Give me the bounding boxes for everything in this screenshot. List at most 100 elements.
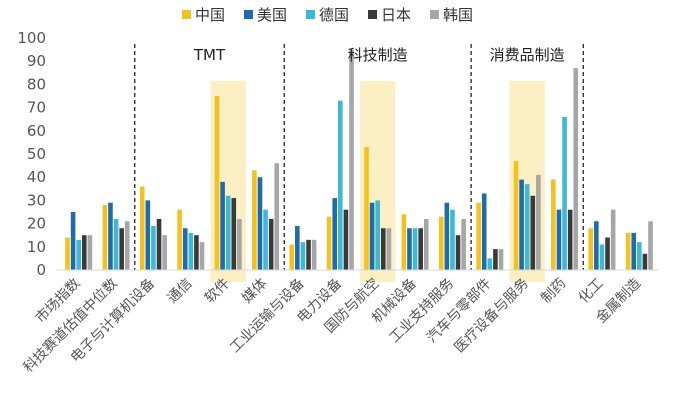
bar [81,235,87,270]
y-tick-label: 80 [27,75,46,93]
bar [476,202,481,270]
bar [412,228,418,270]
bar [145,200,151,270]
bar [177,209,182,270]
bar [194,235,199,270]
bar [76,239,81,270]
legend-label: 韩国 [443,6,473,24]
bar [199,242,205,270]
bar [87,235,93,270]
bar [295,225,300,270]
bar [263,209,268,270]
bar [311,239,317,270]
y-tick-label: 0 [36,261,46,279]
x-tick-label: 通信 [165,276,196,307]
bar [182,228,188,270]
bar [257,177,263,270]
legend-label: 德国 [319,6,349,24]
legend-swatch [244,10,253,19]
bar [648,221,653,270]
bar [364,147,369,270]
bar [214,96,220,270]
y-tick-label: 70 [27,99,46,117]
legend-swatch [430,10,439,19]
bar [493,249,498,270]
bar [289,244,295,270]
bar [252,170,257,270]
legend-label: 美国 [257,6,287,24]
bar [139,186,145,270]
bar [326,216,332,270]
bar [450,209,455,270]
bar [573,68,579,270]
bar [124,221,130,270]
section-labels: TMT 科技制造 消费品制造 [193,46,565,64]
bar [461,218,466,270]
legend-swatch [368,10,377,19]
section-label: 科技制造 [348,46,408,64]
bar [498,249,504,270]
bar [438,216,444,270]
bar [225,195,231,270]
bar [481,193,487,270]
bar [119,228,124,270]
bar [369,202,375,270]
bar [401,214,407,270]
bar [588,228,594,270]
bar [605,237,610,270]
bar [455,235,461,270]
bar [519,179,524,270]
section-dividers [134,44,584,270]
bar [343,209,349,270]
bar [300,242,306,270]
bar [513,160,519,270]
x-tick-label: 化工 [576,276,607,307]
bar [162,235,167,270]
bar [375,200,380,270]
bar [274,163,280,270]
bar [237,218,242,270]
y-tick-label: 100 [17,29,46,47]
bar [231,198,237,270]
bar [487,258,493,270]
bar [113,218,119,270]
bar [562,116,567,270]
y-tick-label: 30 [27,191,46,209]
bars-group [65,49,653,270]
bar [108,202,113,270]
y-tick-label: 40 [27,168,46,186]
section-label: 消费品制造 [490,46,565,64]
bar [423,218,429,270]
bar [332,198,338,270]
bar [567,209,573,270]
bar [642,253,648,270]
legend-swatch [306,10,315,19]
bar [151,225,156,270]
bar [102,205,108,270]
bar [407,228,412,270]
y-tick-label: 10 [27,238,46,256]
legend-label: 中国 [195,6,225,24]
bar [220,181,225,270]
bar [188,232,194,270]
bar [551,179,556,270]
bar [338,100,343,270]
bar [594,221,599,270]
bar [268,218,274,270]
bar [631,232,637,270]
y-tick-label: 90 [27,52,46,70]
y-axis: 0 10 20 30 40 50 60 70 80 90 100 [17,29,658,279]
legend-swatch [182,10,191,19]
bar [65,237,70,270]
y-tick-label: 60 [27,122,46,140]
bar [444,202,450,270]
y-tick-label: 20 [27,215,46,233]
bar [530,195,536,270]
bar [610,209,616,270]
bar [637,242,642,270]
section-label: TMT [193,46,226,64]
y-tick-label: 50 [27,145,46,163]
bar [524,184,530,270]
bar [556,209,562,270]
